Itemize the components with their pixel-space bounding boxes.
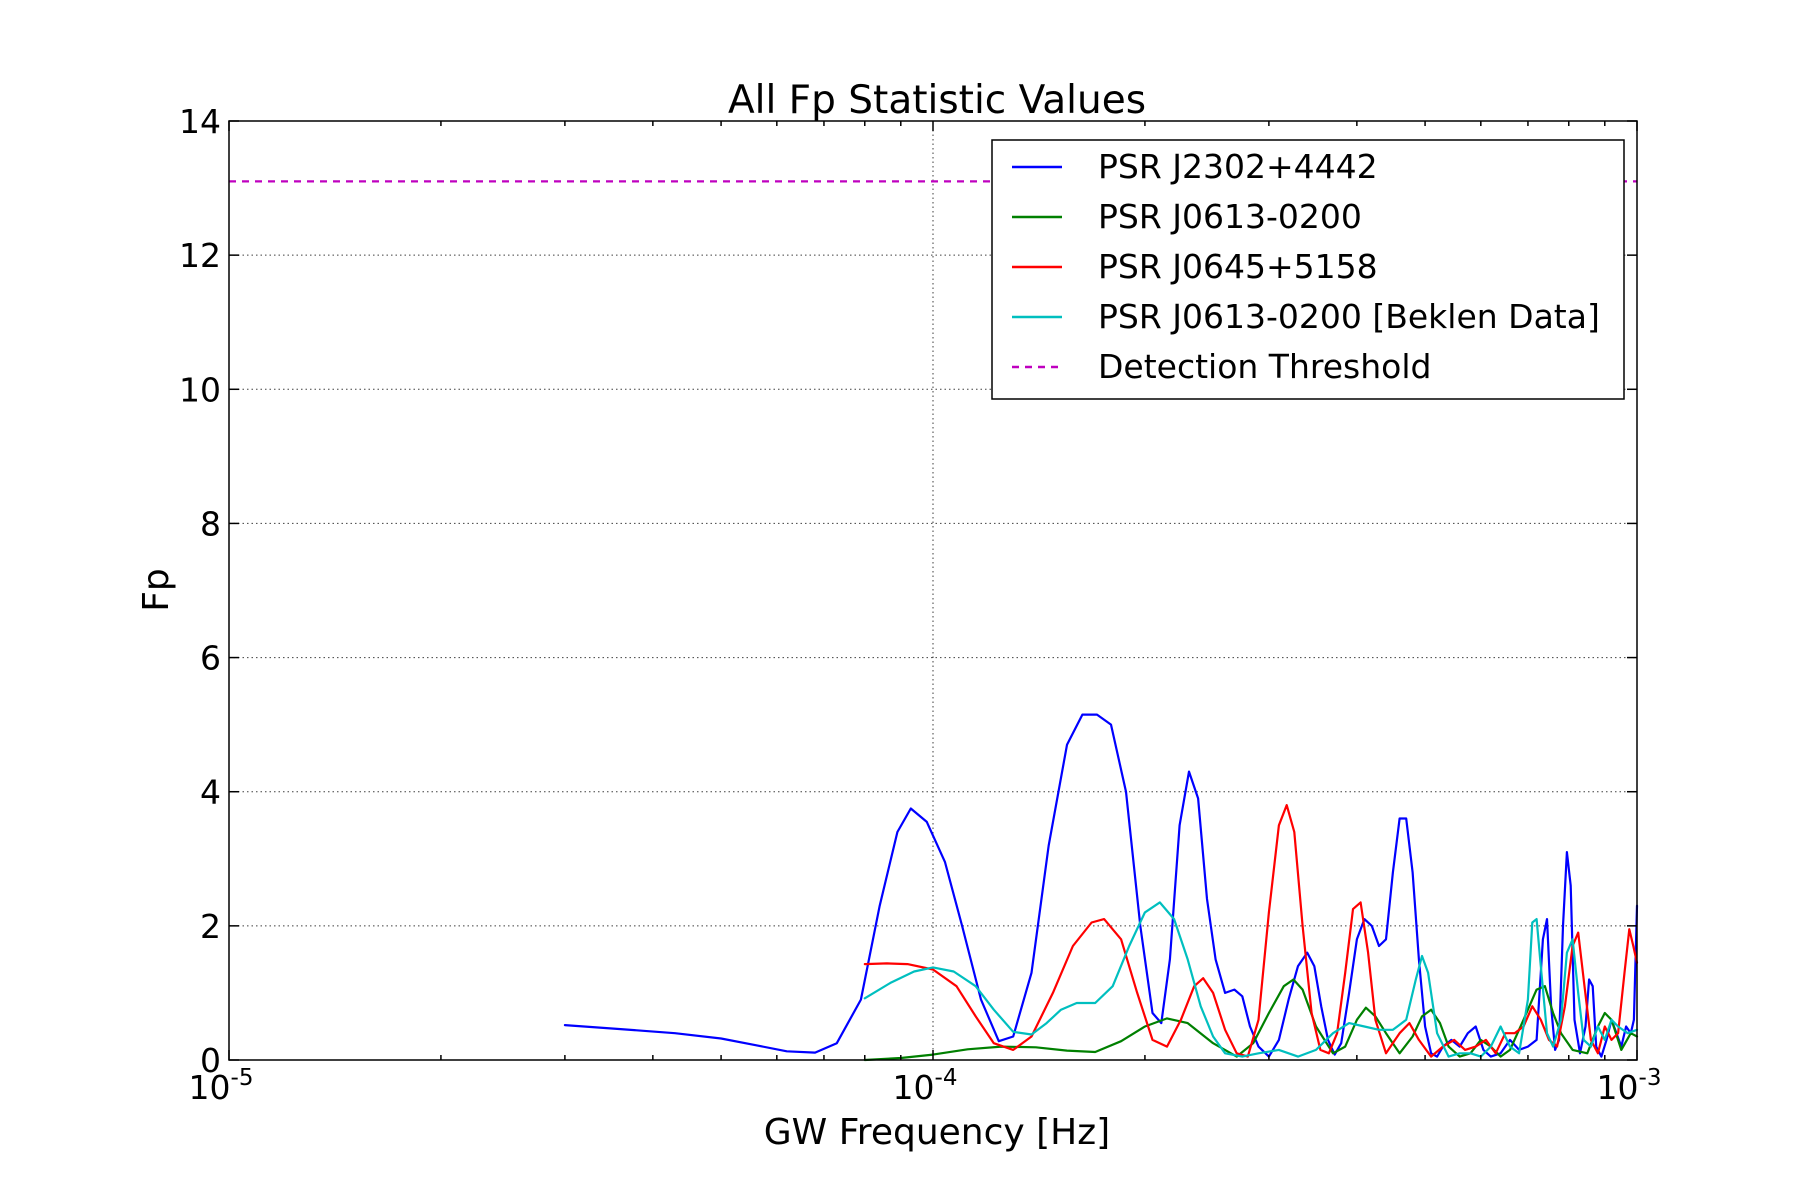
y-tick-label: 10 — [179, 370, 221, 409]
y-tick-label: 6 — [200, 639, 221, 678]
legend-label: PSR J0645+5158 — [1098, 247, 1378, 286]
x-tick-label: 10-3 — [1597, 1065, 1662, 1107]
legend: PSR J2302+4442 PSR J0613-0200 PSR J0645+51… — [991, 139, 1625, 400]
legend-label: Detection Threshold — [1098, 347, 1431, 386]
legend-entries: PSR J2302+4442 PSR J0613-0200 PSR J0645+51… — [1012, 147, 1600, 386]
y-tick-label: 8 — [200, 504, 221, 543]
chart-title: All Fp Statistic Values — [728, 78, 1146, 123]
x-tick-label: 10-4 — [893, 1065, 958, 1107]
series-lines — [229, 180, 1639, 1062]
legend-label: PSR J0613-0200 — [1098, 197, 1362, 236]
y-tick-label: 2 — [200, 907, 221, 946]
y-tick-label: 4 — [200, 773, 221, 812]
legend-label: PSR J0613-0200 [Beklen Data] — [1098, 297, 1600, 336]
grid-lines — [229, 121, 1637, 1060]
series-line-1 — [563, 713, 1639, 1058]
legend-label: PSR J2302+4442 — [1098, 147, 1378, 186]
series-line-4 — [863, 901, 1639, 1058]
legend-box — [991, 139, 1625, 400]
series-line-3 — [863, 803, 1639, 1058]
x-tick-label: 10-5 — [189, 1065, 254, 1107]
y-axis-label: Fp — [136, 568, 177, 612]
x-axis-label: GW Frequency [Hz] — [764, 1112, 1110, 1153]
axis-ticks: 0 2 4 6 8 10 12 14 10-5 10-4 10-3 — [179, 102, 1661, 1107]
y-tick-label: 14 — [179, 102, 221, 141]
y-tick-label: 0 — [200, 1041, 221, 1080]
y-tick-label: 12 — [179, 236, 221, 275]
